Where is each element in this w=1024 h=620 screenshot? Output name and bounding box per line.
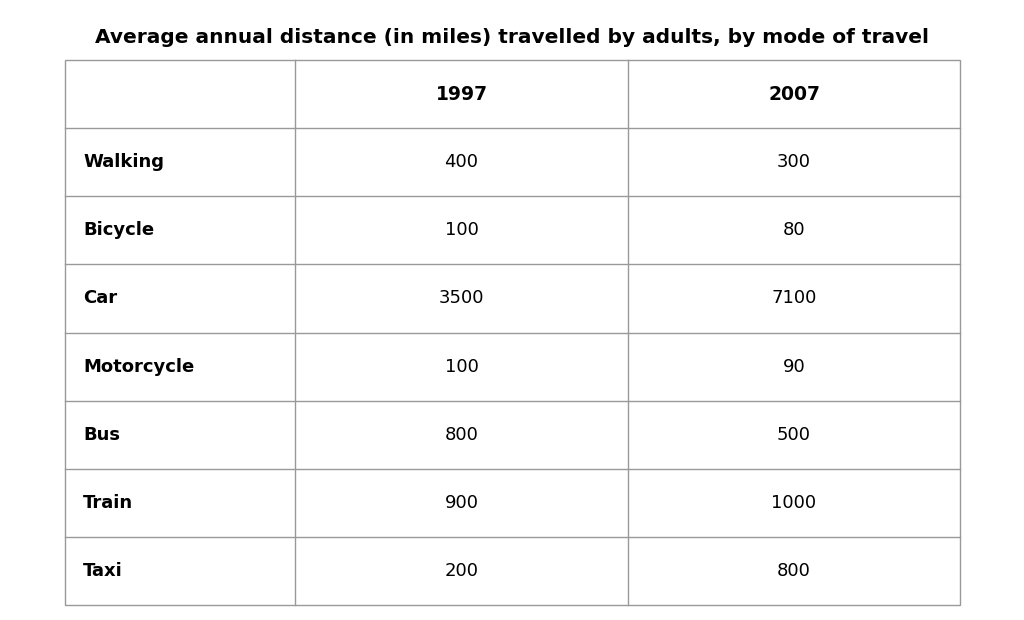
Text: 500: 500 bbox=[777, 426, 811, 444]
Text: 80: 80 bbox=[782, 221, 805, 239]
Text: 100: 100 bbox=[444, 221, 478, 239]
Text: 3500: 3500 bbox=[438, 290, 484, 308]
Text: 1000: 1000 bbox=[771, 494, 816, 512]
Text: 300: 300 bbox=[777, 153, 811, 171]
Text: Car: Car bbox=[83, 290, 117, 308]
Text: 900: 900 bbox=[444, 494, 478, 512]
Text: Bicycle: Bicycle bbox=[83, 221, 155, 239]
Text: 400: 400 bbox=[444, 153, 478, 171]
Text: 7100: 7100 bbox=[771, 290, 817, 308]
Text: 2007: 2007 bbox=[768, 84, 820, 104]
Text: Walking: Walking bbox=[83, 153, 164, 171]
Text: 90: 90 bbox=[782, 358, 805, 376]
Text: 1997: 1997 bbox=[435, 84, 487, 104]
Text: Train: Train bbox=[83, 494, 133, 512]
Text: 800: 800 bbox=[444, 426, 478, 444]
Text: Taxi: Taxi bbox=[83, 562, 123, 580]
Text: Bus: Bus bbox=[83, 426, 120, 444]
Text: 100: 100 bbox=[444, 358, 478, 376]
Text: Average annual distance (in miles) travelled by adults, by mode of travel: Average annual distance (in miles) trave… bbox=[95, 28, 929, 47]
Text: 800: 800 bbox=[777, 562, 811, 580]
Text: 200: 200 bbox=[444, 562, 478, 580]
Text: Motorcycle: Motorcycle bbox=[83, 358, 195, 376]
